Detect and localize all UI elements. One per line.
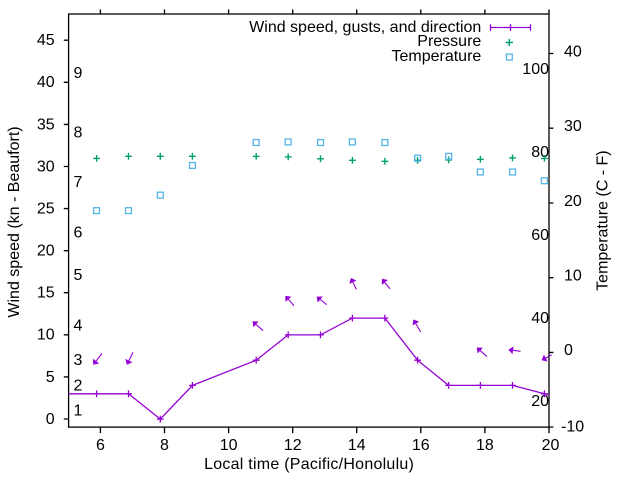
svg-text:10: 10 bbox=[220, 437, 238, 454]
svg-text:40: 40 bbox=[531, 310, 549, 327]
svg-text:10: 10 bbox=[37, 327, 55, 344]
svg-text:20: 20 bbox=[37, 243, 55, 260]
svg-text:25: 25 bbox=[37, 201, 55, 218]
svg-text:100: 100 bbox=[522, 61, 549, 78]
svg-text:6: 6 bbox=[74, 224, 83, 241]
svg-text:1: 1 bbox=[74, 402, 83, 419]
svg-text:16: 16 bbox=[412, 437, 430, 454]
svg-text:15: 15 bbox=[37, 285, 55, 302]
svg-text:35: 35 bbox=[37, 116, 55, 133]
svg-text:20: 20 bbox=[564, 193, 582, 210]
svg-text:Temperature (C - F): Temperature (C - F) bbox=[595, 150, 612, 290]
svg-text:12: 12 bbox=[284, 437, 302, 454]
svg-text:8: 8 bbox=[160, 437, 169, 454]
svg-text:14: 14 bbox=[348, 437, 366, 454]
svg-text:0: 0 bbox=[46, 411, 55, 428]
svg-text:40: 40 bbox=[564, 43, 582, 60]
svg-text:7: 7 bbox=[74, 174, 83, 191]
svg-text:5: 5 bbox=[46, 369, 55, 386]
svg-text:30: 30 bbox=[37, 158, 55, 175]
svg-text:5: 5 bbox=[74, 267, 83, 284]
svg-text:2: 2 bbox=[74, 378, 83, 395]
svg-text:40: 40 bbox=[37, 74, 55, 91]
svg-text:30: 30 bbox=[564, 118, 582, 135]
svg-text:Wind speed, gusts, and directi: Wind speed, gusts, and direction bbox=[249, 19, 481, 36]
svg-text:-10: -10 bbox=[561, 418, 584, 435]
svg-text:20: 20 bbox=[531, 393, 549, 410]
svg-text:4: 4 bbox=[74, 317, 83, 334]
svg-text:18: 18 bbox=[476, 437, 494, 454]
svg-text:Local time (Pacific/Honolulu): Local time (Pacific/Honolulu) bbox=[204, 456, 414, 473]
svg-text:20: 20 bbox=[542, 437, 560, 454]
svg-text:6: 6 bbox=[96, 437, 105, 454]
svg-text:60: 60 bbox=[531, 227, 549, 244]
svg-text:Temperature: Temperature bbox=[391, 48, 481, 65]
svg-text:Wind speed (kn - Beaufort): Wind speed (kn - Beaufort) bbox=[6, 126, 23, 317]
svg-text:9: 9 bbox=[74, 65, 83, 82]
svg-text:45: 45 bbox=[37, 32, 55, 49]
svg-text:Pressure: Pressure bbox=[417, 33, 481, 50]
svg-text:0: 0 bbox=[564, 342, 573, 359]
svg-text:8: 8 bbox=[74, 124, 83, 141]
svg-text:3: 3 bbox=[74, 352, 83, 369]
svg-text:10: 10 bbox=[564, 268, 582, 285]
